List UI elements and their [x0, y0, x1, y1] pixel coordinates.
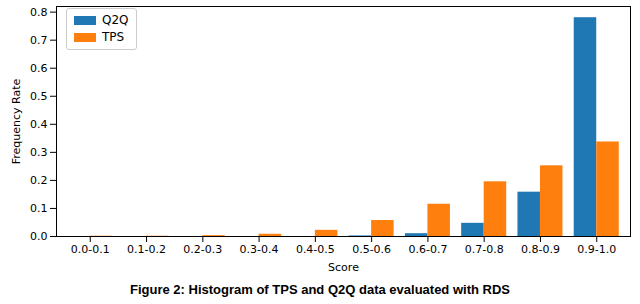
- svg-text:0.7: 0.7: [30, 34, 48, 47]
- svg-text:0.2-0.3: 0.2-0.3: [183, 243, 222, 256]
- svg-text:0.5: 0.5: [30, 90, 48, 103]
- html-text:Q2Q: Q2Q: [102, 13, 129, 27]
- svg-text:0.3-0.4: 0.3-0.4: [240, 243, 279, 256]
- svg-text:0.9-1.0: 0.9-1.0: [577, 243, 616, 256]
- html-text:Figure 2: Histogram of TPS and: Figure 2: Histogram of TPS and Q2Q data …: [130, 282, 510, 297]
- svg-text:0.2: 0.2: [30, 174, 48, 187]
- svg-text:Score: Score: [328, 261, 359, 274]
- html-text:TPS: TPS: [102, 30, 125, 44]
- svg-text:0.0: 0.0: [30, 230, 48, 243]
- svg-text:0.6: 0.6: [30, 62, 48, 75]
- svg-text:0.1: 0.1: [30, 202, 48, 215]
- svg-text:0.3: 0.3: [30, 146, 48, 159]
- svg-text:0.8: 0.8: [30, 6, 48, 19]
- svg-text:Frequency Rate: Frequency Rate: [10, 78, 23, 164]
- svg-text:0.6-0.7: 0.6-0.7: [408, 243, 447, 256]
- svg-text:0.8-0.9: 0.8-0.9: [521, 243, 560, 256]
- svg-text:0.4-0.5: 0.4-0.5: [296, 243, 335, 256]
- svg-text:0.7-0.8: 0.7-0.8: [465, 243, 504, 256]
- svg-text:0.4: 0.4: [30, 118, 48, 131]
- svg-text:0.5-0.6: 0.5-0.6: [352, 243, 391, 256]
- svg-text:0.1-0.2: 0.1-0.2: [127, 243, 166, 256]
- svg-text:0.0-0.1: 0.0-0.1: [71, 243, 110, 256]
